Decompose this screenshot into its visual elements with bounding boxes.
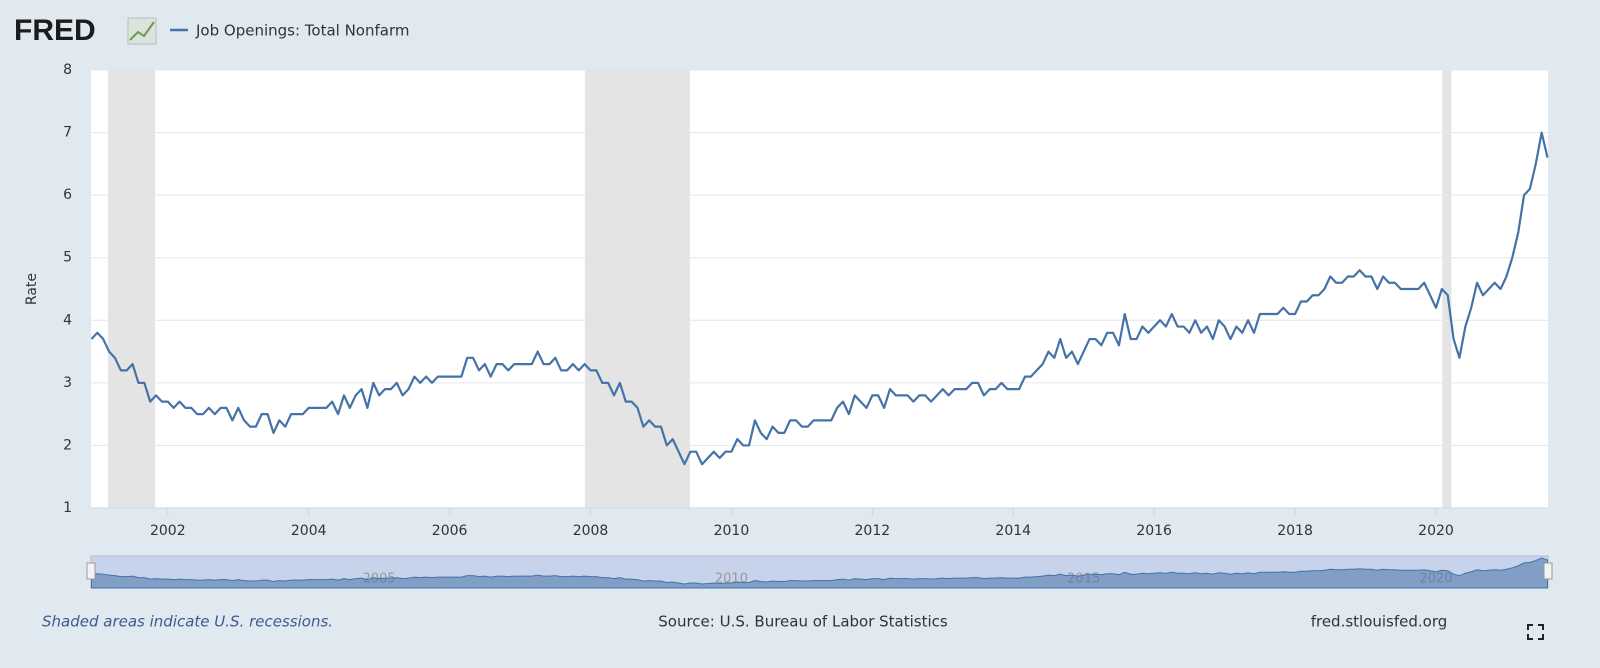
x-tick-label: 2018 xyxy=(1277,523,1313,539)
x-tick-label: 2004 xyxy=(291,523,327,539)
recession-note: Shaded areas indicate U.S. recessions. xyxy=(42,613,333,631)
y-tick-label: 7 xyxy=(63,125,72,141)
y-tick-label: 3 xyxy=(63,375,72,391)
fullscreen-icon[interactable] xyxy=(1527,624,1544,640)
y-tick-label: 8 xyxy=(63,62,72,78)
plot-area xyxy=(91,70,1548,508)
x-tick-label: 2010 xyxy=(714,523,750,539)
recession-band xyxy=(1442,70,1452,508)
x-tick-label: 2020 xyxy=(1418,523,1454,539)
data-line xyxy=(90,131,1549,466)
logo: FRED xyxy=(14,14,96,47)
y-axis-label: Rate xyxy=(24,273,40,305)
y-tick-label: 4 xyxy=(63,312,72,328)
x-tick-label: 2012 xyxy=(855,523,891,539)
x-tick-label: 2006 xyxy=(432,523,468,539)
navigator-handle[interactable] xyxy=(1543,562,1553,580)
x-tick-label: 2008 xyxy=(573,523,609,539)
recession-band xyxy=(107,70,156,508)
y-tick-label: 2 xyxy=(63,437,72,453)
x-tick-label: 2014 xyxy=(995,523,1031,539)
x-tick-label: 2016 xyxy=(1136,523,1172,539)
recession-band xyxy=(584,70,690,508)
legend-label: Job Openings: Total Nonfarm xyxy=(195,22,409,40)
navigator-handle[interactable] xyxy=(86,562,96,580)
y-tick-label: 6 xyxy=(63,187,72,203)
y-tick-label: 1 xyxy=(63,500,72,516)
x-tick-label: 2002 xyxy=(150,523,186,539)
navigator-area xyxy=(90,557,1549,589)
source: Source: U.S. Bureau of Labor Statistics xyxy=(658,613,948,631)
y-tick-label: 5 xyxy=(63,250,72,266)
logo-icon xyxy=(127,17,157,45)
site: fred.stlouisfed.org xyxy=(1311,613,1448,631)
